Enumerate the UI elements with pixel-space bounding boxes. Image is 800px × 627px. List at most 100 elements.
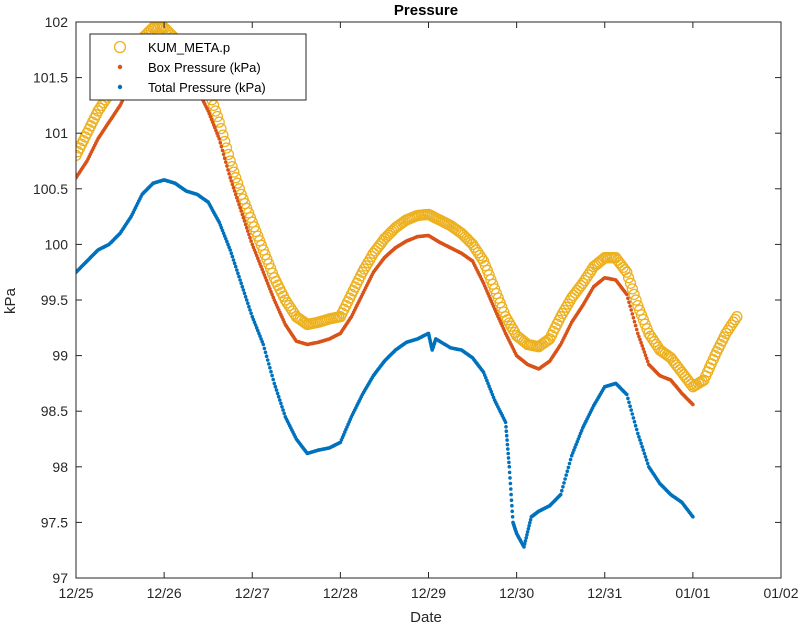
data-point — [233, 192, 238, 197]
data-point — [211, 110, 224, 123]
data-point — [621, 266, 633, 278]
data-point — [240, 284, 245, 289]
data-point — [642, 350, 647, 354]
data-point — [222, 234, 227, 238]
data-point — [218, 223, 223, 227]
axes: 12/25 12/26 12/27 12/28 12/29 12/30 12/31 01/01… — [33, 14, 799, 601]
data-point — [567, 461, 572, 466]
data-point — [232, 261, 237, 266]
data-point — [255, 328, 260, 333]
data-point — [723, 322, 736, 334]
legend-marker — [117, 84, 123, 90]
data-point — [251, 245, 256, 249]
y-tick-label: 100.5 — [33, 181, 68, 197]
data-point — [248, 308, 252, 312]
data-point — [633, 423, 638, 428]
data-point — [577, 434, 582, 439]
data-point — [262, 346, 267, 351]
data-point — [208, 114, 213, 119]
data-point — [633, 323, 638, 328]
data-point — [259, 337, 263, 341]
data-point — [507, 470, 512, 475]
data-point — [650, 338, 662, 351]
data-point — [214, 128, 218, 133]
y-tick-label: 98.5 — [41, 403, 68, 419]
x-tick-label: 12/28 — [323, 585, 358, 601]
data-point — [630, 412, 635, 416]
x-tick-label: 12/27 — [235, 585, 270, 601]
data-point — [264, 278, 269, 283]
data-point — [231, 258, 236, 262]
data-point — [526, 527, 531, 531]
data-point — [508, 481, 513, 486]
data-point — [228, 175, 232, 180]
data-point — [504, 425, 508, 429]
y-tick-label: 99.5 — [41, 292, 68, 308]
data-point — [644, 330, 657, 342]
data-point — [207, 111, 212, 116]
data-point — [268, 287, 272, 291]
data-point — [275, 391, 280, 396]
data-point — [279, 401, 283, 406]
data-point — [638, 337, 642, 342]
data-point — [254, 253, 259, 258]
data-point — [636, 431, 640, 436]
data-point — [224, 160, 228, 164]
data-point — [265, 358, 270, 362]
data-point — [630, 312, 635, 316]
data-point — [215, 131, 219, 135]
data-point — [558, 492, 563, 497]
data-point — [507, 465, 512, 469]
data-point — [92, 105, 104, 117]
data-point — [244, 298, 249, 302]
data-point — [525, 530, 530, 534]
data-point — [643, 455, 648, 459]
data-point — [622, 272, 635, 284]
data-point — [239, 281, 243, 286]
data-point — [272, 381, 277, 386]
x-tick-label: 12/29 — [411, 585, 446, 601]
data-point — [279, 294, 291, 306]
data-point — [626, 396, 630, 401]
data-point — [504, 433, 509, 438]
data-point — [637, 334, 641, 339]
data-point — [249, 239, 253, 243]
data-point — [280, 405, 284, 409]
data-point — [722, 324, 734, 337]
data-point — [225, 164, 229, 168]
data-point — [506, 451, 511, 456]
data-point — [572, 448, 576, 452]
data-point — [255, 256, 260, 261]
data-point — [241, 215, 246, 220]
data-point — [720, 327, 732, 340]
legend-label: Box Pressure (kPa) — [148, 60, 261, 75]
data-point — [265, 281, 270, 286]
data-point — [229, 251, 234, 256]
data-point — [258, 262, 262, 266]
data-point — [632, 420, 637, 424]
data-point — [489, 389, 494, 394]
data-point — [270, 373, 274, 378]
data-point — [220, 148, 225, 153]
data-point — [226, 168, 230, 172]
data-point — [577, 277, 589, 289]
data-point — [244, 225, 249, 230]
data-point — [273, 384, 278, 389]
data-point — [274, 388, 279, 392]
data-point — [632, 319, 637, 324]
legend: KUM_META.p Box Pressure (kPa) Total Pressu… — [89, 33, 307, 101]
data-point — [509, 498, 514, 503]
data-point — [503, 420, 508, 425]
data-point — [286, 305, 299, 317]
data-point — [246, 301, 250, 306]
x-tick-label: 01/02 — [763, 585, 798, 601]
data-point — [242, 219, 247, 223]
data-point — [628, 304, 632, 308]
data-point — [634, 327, 639, 332]
data-point — [269, 289, 273, 294]
data-point — [209, 117, 214, 122]
data-point — [505, 438, 509, 442]
data-point — [227, 172, 231, 176]
x-tick-label: 12/31 — [587, 585, 622, 601]
